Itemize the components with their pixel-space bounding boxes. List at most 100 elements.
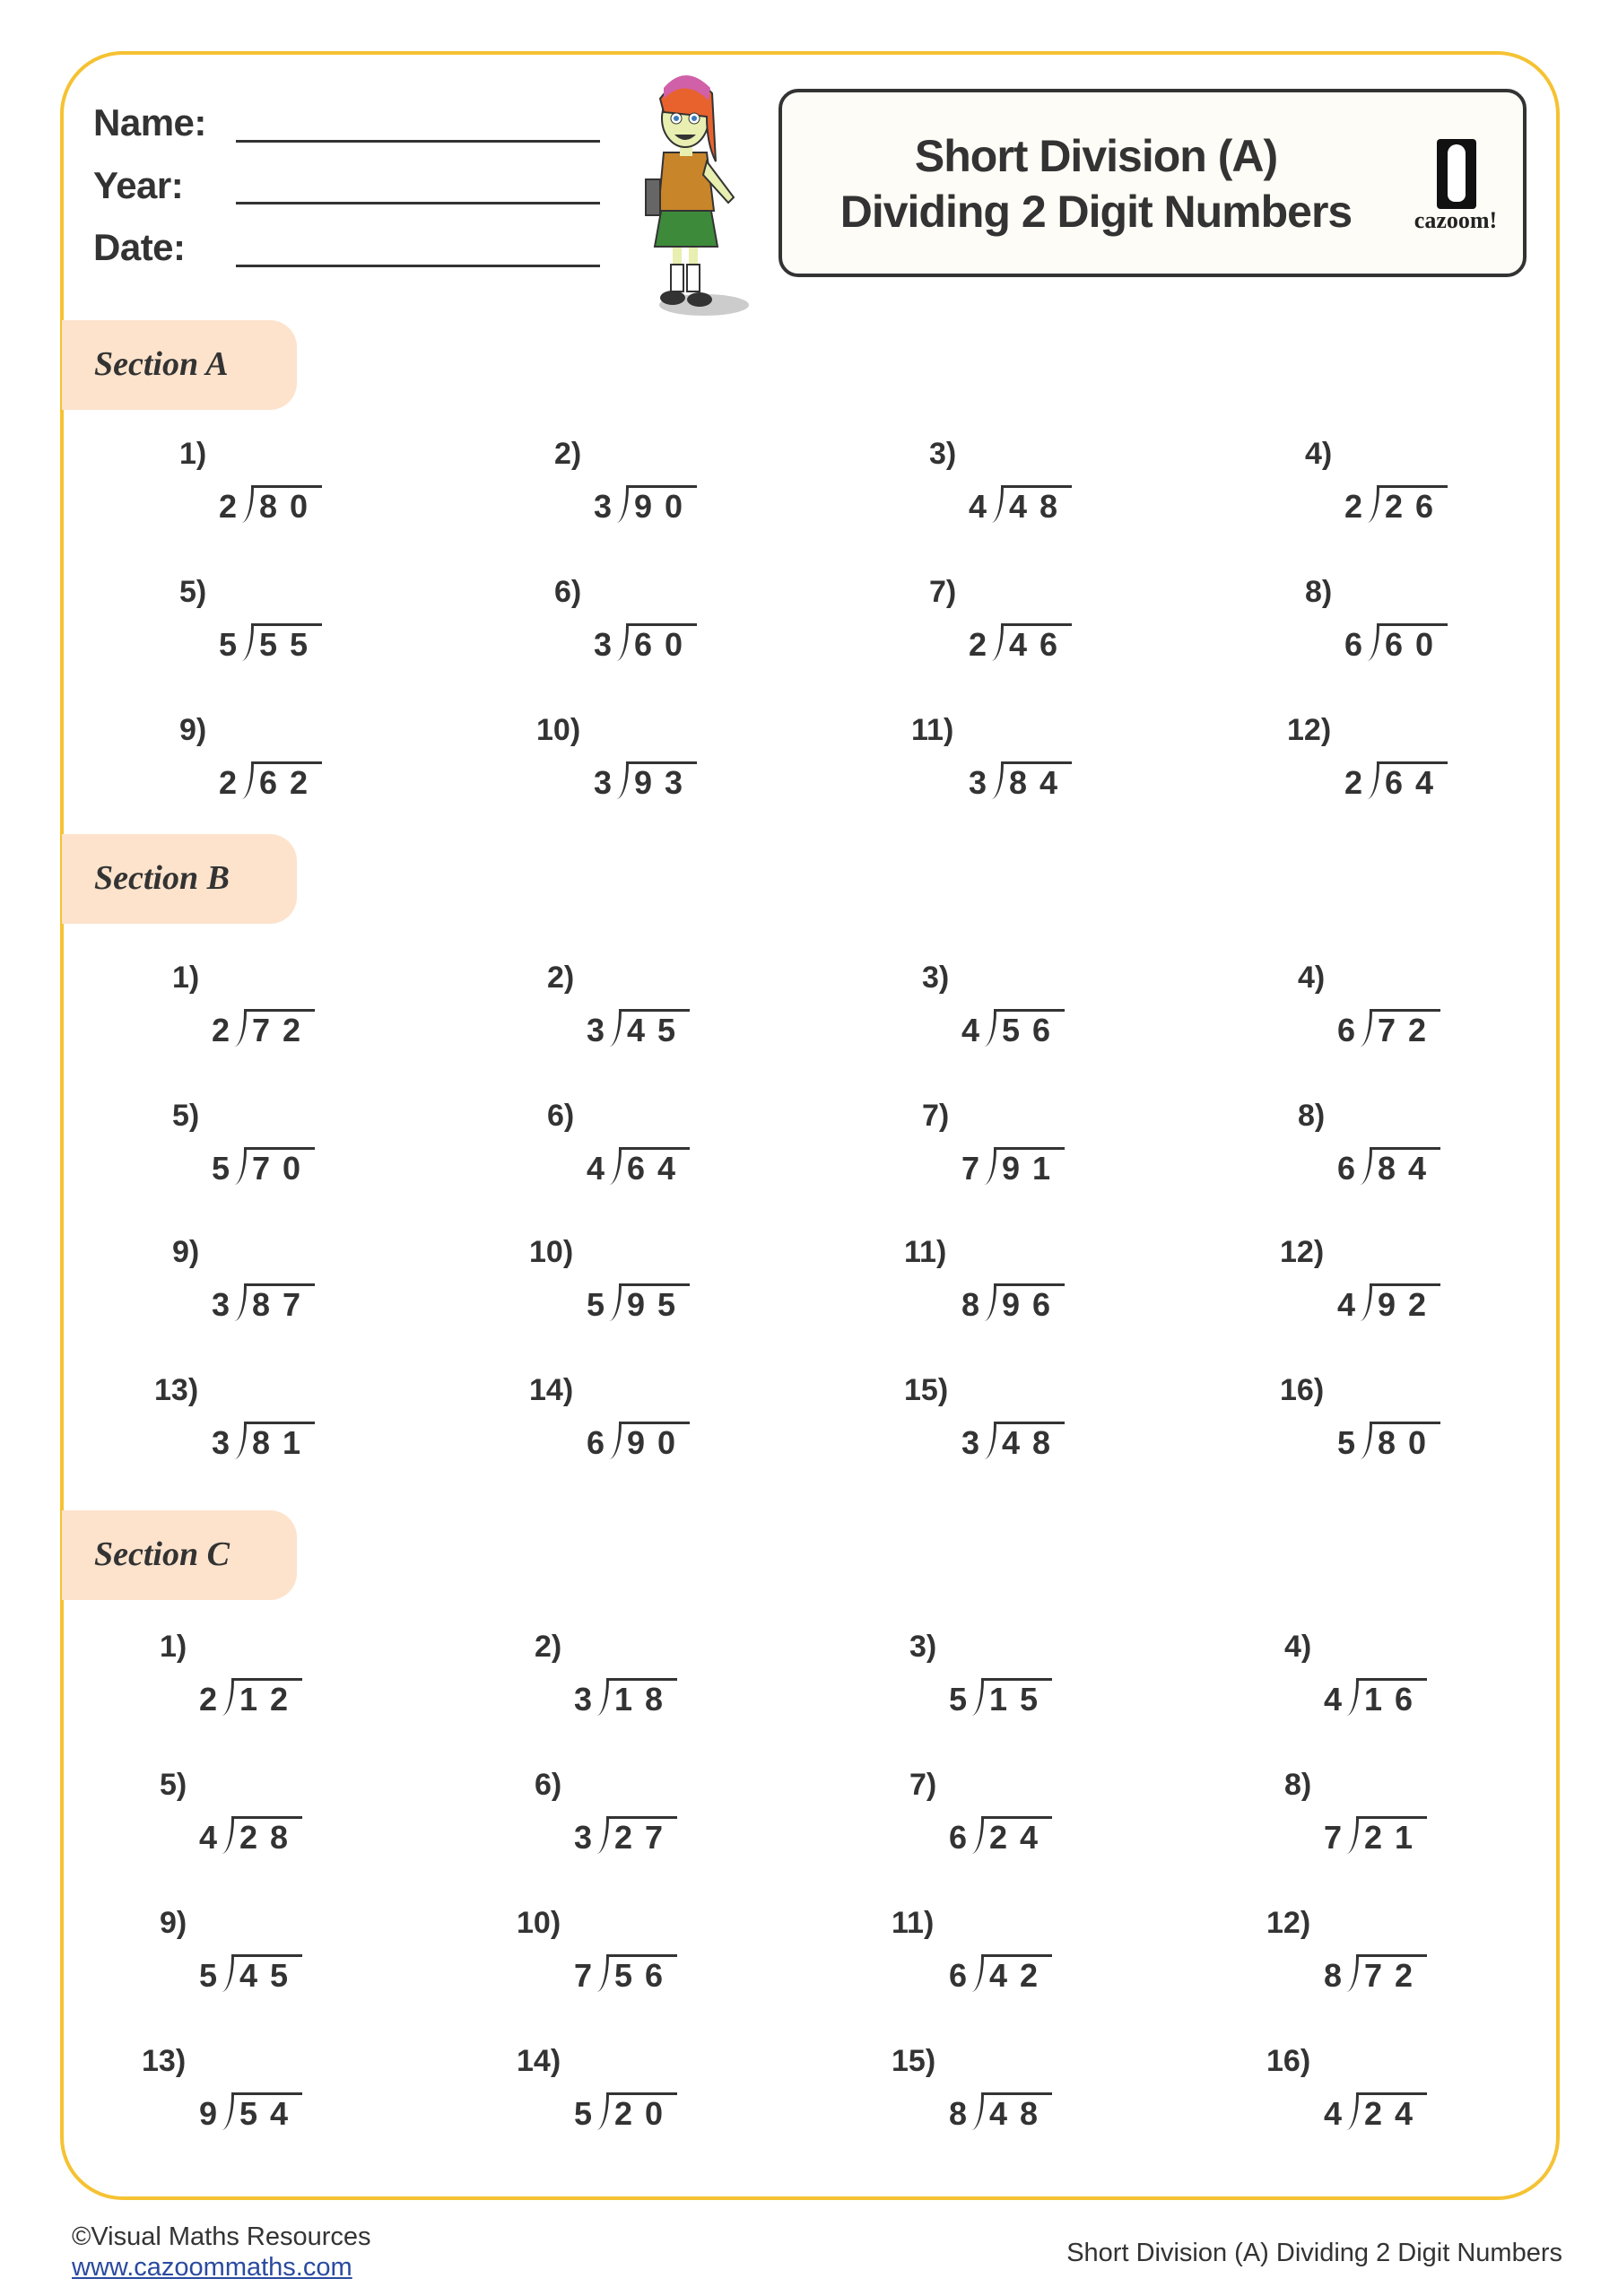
dividend: 95 bbox=[622, 1283, 691, 1324]
dividend: 56 bbox=[996, 1009, 1066, 1049]
division-problem[interactable]: 2 62 bbox=[219, 761, 323, 802]
division-problem[interactable]: 8 72 bbox=[1324, 1954, 1428, 1995]
dividend: 28 bbox=[234, 1816, 303, 1857]
division-problem[interactable]: 4 92 bbox=[1337, 1283, 1441, 1324]
divisor: 4 bbox=[1337, 1286, 1356, 1323]
division-bracket-icon bbox=[239, 485, 255, 523]
question-number: 11) bbox=[911, 713, 954, 747]
division-problem[interactable]: 8 48 bbox=[949, 2092, 1053, 2133]
section-label: Section B bbox=[94, 859, 230, 897]
dividend: 80 bbox=[1372, 1422, 1441, 1462]
dividend: 72 bbox=[1359, 1954, 1428, 1995]
division-problem[interactable]: 4 28 bbox=[199, 1816, 303, 1857]
division-bracket-icon bbox=[231, 1283, 248, 1321]
division-problem[interactable]: 3 81 bbox=[212, 1422, 316, 1462]
divisor: 2 bbox=[199, 1681, 218, 1718]
division-problem[interactable]: 5 20 bbox=[574, 2092, 678, 2133]
division-problem[interactable]: 6 90 bbox=[587, 1422, 691, 1462]
division-problem[interactable]: 6 42 bbox=[949, 1954, 1053, 1995]
division-bracket-icon bbox=[1357, 1147, 1373, 1185]
divisor: 3 bbox=[594, 764, 613, 801]
question-number: 2) bbox=[547, 961, 575, 995]
division-problem[interactable]: 3 84 bbox=[969, 761, 1073, 802]
division-problem[interactable]: 2 26 bbox=[1344, 485, 1448, 526]
website-link[interactable]: www.cazoommaths.com bbox=[72, 2253, 352, 2282]
division-problem[interactable]: 6 60 bbox=[1344, 623, 1448, 664]
division-bracket-icon bbox=[594, 1954, 610, 1992]
division-bracket-icon bbox=[219, 2092, 235, 2130]
division-bracket-icon bbox=[969, 1678, 985, 1716]
divisor: 3 bbox=[587, 1012, 605, 1048]
year-line[interactable] bbox=[236, 202, 600, 204]
divisor: 7 bbox=[961, 1150, 980, 1187]
question-number: 10) bbox=[529, 1235, 574, 1269]
girl-illustration bbox=[645, 75, 749, 316]
divisor: 4 bbox=[1324, 1681, 1343, 1718]
division-problem[interactable]: 4 48 bbox=[969, 485, 1073, 526]
question-number: 16) bbox=[1266, 2044, 1311, 2078]
question-number: 14) bbox=[517, 2044, 561, 2078]
question-number: 5) bbox=[160, 1768, 187, 1802]
division-bracket-icon bbox=[606, 1009, 622, 1047]
date-line[interactable] bbox=[236, 265, 600, 267]
division-problem[interactable]: 2 80 bbox=[219, 485, 323, 526]
division-bracket-icon bbox=[594, 1816, 610, 1854]
question-number: 6) bbox=[547, 1099, 575, 1133]
division-problem[interactable]: 6 84 bbox=[1337, 1147, 1441, 1187]
question-number: 5) bbox=[172, 1099, 200, 1133]
division-problem[interactable]: 2 46 bbox=[969, 623, 1073, 664]
question-number: 3) bbox=[922, 961, 950, 995]
divisor: 3 bbox=[574, 1681, 593, 1718]
division-bracket-icon bbox=[981, 1147, 997, 1185]
division-problem[interactable]: 3 48 bbox=[961, 1422, 1066, 1462]
divisor: 7 bbox=[1324, 1819, 1343, 1856]
division-problem[interactable]: 4 16 bbox=[1324, 1678, 1428, 1718]
divisor: 6 bbox=[1337, 1012, 1356, 1048]
divisor: 3 bbox=[969, 764, 987, 801]
division-problem[interactable]: 5 95 bbox=[587, 1283, 691, 1324]
division-problem[interactable]: 4 24 bbox=[1324, 2092, 1428, 2133]
dividend: 60 bbox=[1379, 623, 1448, 664]
division-problem[interactable]: 3 18 bbox=[574, 1678, 678, 1718]
dividend: 87 bbox=[247, 1283, 316, 1324]
divisor: 5 bbox=[587, 1286, 605, 1323]
division-problem[interactable]: 6 72 bbox=[1337, 1009, 1441, 1049]
division-problem[interactable]: 8 96 bbox=[961, 1283, 1066, 1324]
division-problem[interactable]: 7 56 bbox=[574, 1954, 678, 1995]
division-problem[interactable]: 4 64 bbox=[587, 1147, 691, 1187]
division-problem[interactable]: 5 15 bbox=[949, 1678, 1053, 1718]
division-problem[interactable]: 3 27 bbox=[574, 1816, 678, 1857]
cazoom-logo: cazoom! bbox=[1406, 139, 1505, 238]
division-problem[interactable]: 5 70 bbox=[212, 1147, 316, 1187]
division-problem[interactable]: 7 21 bbox=[1324, 1816, 1428, 1857]
division-problem[interactable]: 4 56 bbox=[961, 1009, 1066, 1049]
dividend: 26 bbox=[1379, 485, 1448, 526]
division-problem[interactable]: 3 90 bbox=[594, 485, 698, 526]
division-problem[interactable]: 3 87 bbox=[212, 1283, 316, 1324]
dividend: 27 bbox=[609, 1816, 678, 1857]
division-bracket-icon bbox=[1344, 1954, 1360, 1992]
division-problem[interactable]: 2 72 bbox=[212, 1009, 316, 1049]
division-problem[interactable]: 6 24 bbox=[949, 1816, 1053, 1857]
division-problem[interactable]: 9 54 bbox=[199, 2092, 303, 2133]
divisor: 8 bbox=[949, 2095, 968, 2132]
division-problem[interactable]: 2 12 bbox=[199, 1678, 303, 1718]
division-problem[interactable]: 7 91 bbox=[961, 1147, 1066, 1187]
division-bracket-icon bbox=[219, 1816, 235, 1854]
division-bracket-icon bbox=[969, 2092, 985, 2130]
divisor: 8 bbox=[961, 1286, 980, 1323]
question-number: 1) bbox=[179, 437, 207, 471]
divisor: 2 bbox=[1344, 764, 1363, 801]
name-line[interactable] bbox=[236, 140, 600, 143]
division-problem[interactable]: 5 55 bbox=[219, 623, 323, 664]
division-problem[interactable]: 3 60 bbox=[594, 623, 698, 664]
division-problem[interactable]: 2 64 bbox=[1344, 761, 1448, 802]
division-problem[interactable]: 3 45 bbox=[587, 1009, 691, 1049]
division-problem[interactable]: 5 45 bbox=[199, 1954, 303, 1995]
division-problem[interactable]: 5 80 bbox=[1337, 1422, 1441, 1462]
division-problem[interactable]: 3 93 bbox=[594, 761, 698, 802]
divisor: 2 bbox=[212, 1012, 231, 1048]
dividend: 12 bbox=[234, 1678, 303, 1718]
question-number: 10) bbox=[536, 713, 581, 747]
dividend: 96 bbox=[996, 1283, 1066, 1324]
